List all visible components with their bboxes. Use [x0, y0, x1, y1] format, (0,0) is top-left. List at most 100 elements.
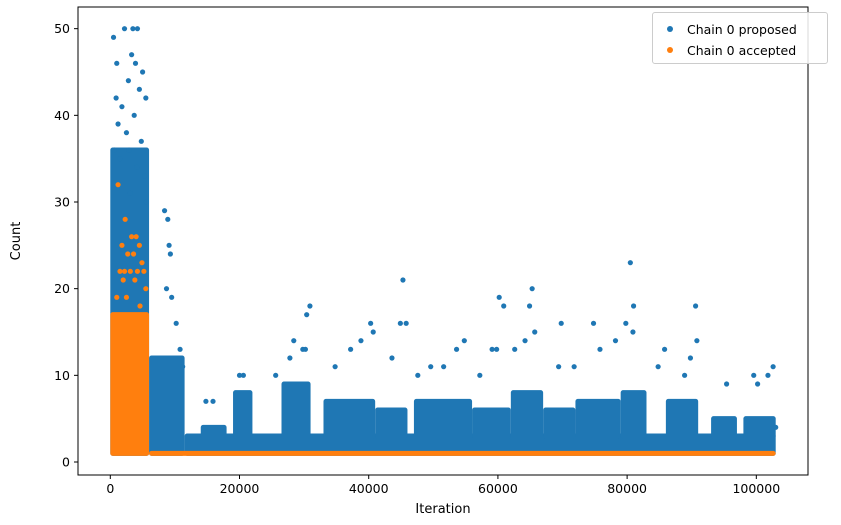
point-proposed-42 [307, 303, 313, 309]
point-proposed-19 [134, 164, 140, 170]
point-proposed-28 [163, 286, 170, 292]
point-proposed-80 [682, 372, 688, 378]
point-proposed-17 [117, 156, 123, 162]
point-accepted-4 [136, 242, 142, 248]
point-accepted-6 [125, 251, 131, 257]
point-proposed-53 [415, 372, 421, 378]
point-proposed-6 [119, 104, 125, 110]
point-proposed-18 [126, 147, 132, 153]
legend-entry-accepted: Chain 0 accepted [663, 40, 796, 60]
dense-band-accepted-burnin [110, 312, 150, 456]
legend-label-accepted: Chain 0 accepted [687, 42, 797, 58]
point-accepted-1 [122, 216, 128, 222]
point-proposed-39 [291, 338, 297, 344]
point-proposed-25 [165, 216, 171, 222]
point-accepted-0 [115, 182, 121, 188]
point-proposed-46 [358, 338, 364, 344]
point-accepted-3 [133, 234, 139, 240]
dense-band-layer [110, 147, 776, 456]
x-tick-label-40000: 40000 [349, 481, 389, 496]
point-proposed-8 [129, 52, 135, 58]
y-axis-ticks: 0 10 20 30 40 50 [54, 21, 78, 470]
point-accepted-11 [127, 268, 133, 274]
dense-band-proposed-early [149, 355, 185, 456]
point-proposed-43 [302, 346, 308, 352]
point-proposed-27 [167, 251, 173, 257]
dense-band-proposed-bump-3 [375, 407, 408, 439]
point-proposed-85 [751, 372, 757, 378]
point-proposed-12 [143, 95, 149, 101]
point-proposed-0 [110, 34, 117, 40]
point-proposed-1 [114, 60, 120, 66]
point-proposed-88 [770, 364, 776, 370]
dense-band-proposed-bump-7 [543, 407, 576, 439]
y-tick-label-50: 50 [54, 21, 70, 36]
point-proposed-26 [166, 242, 172, 248]
plot-background [78, 7, 808, 475]
dense-band-proposed-bump-9 [620, 390, 647, 439]
point-proposed-83 [694, 338, 700, 344]
point-proposed-4 [134, 26, 141, 32]
point-proposed-61 [501, 303, 507, 309]
point-proposed-79 [661, 346, 668, 352]
x-axis-label: Iteration [415, 502, 470, 517]
y-tick-label-0: 0 [62, 455, 70, 470]
y-tick-label-10: 10 [54, 368, 70, 383]
x-axis-ticks: 0 20000 40000 60000 80000 100000 [106, 475, 780, 496]
point-proposed-73 [612, 338, 619, 344]
point-proposed-86 [755, 381, 761, 387]
point-proposed-52 [389, 355, 395, 361]
point-proposed-37 [273, 372, 279, 378]
point-proposed-71 [590, 320, 597, 326]
point-proposed-66 [529, 286, 535, 292]
point-accepted-14 [120, 277, 126, 283]
point-proposed-60 [496, 294, 502, 300]
legend-marker-proposed [667, 26, 673, 32]
dense-band-proposed-bump-0 [233, 390, 253, 439]
point-proposed-87 [765, 372, 771, 378]
point-proposed-16 [138, 138, 144, 144]
point-proposed-7 [125, 78, 131, 84]
point-proposed-5 [113, 95, 119, 101]
point-proposed-10 [136, 86, 142, 92]
dense-band-proposed-bump-1 [281, 381, 311, 439]
legend-label-proposed: Chain 0 proposed [687, 21, 797, 37]
point-proposed-51 [403, 320, 409, 326]
point-proposed-57 [461, 338, 467, 344]
point-proposed-45 [348, 346, 354, 352]
point-proposed-14 [123, 130, 130, 136]
point-accepted-10 [121, 268, 128, 274]
point-proposed-38 [287, 355, 293, 361]
point-proposed-15 [131, 112, 137, 118]
point-proposed-54 [428, 364, 434, 370]
point-proposed-69 [556, 364, 562, 370]
dense-band-proposed-bump-4 [413, 398, 473, 439]
point-proposed-63 [512, 346, 518, 352]
dense-band-proposed-bump-13 [200, 424, 227, 439]
point-proposed-34 [210, 398, 216, 404]
point-proposed-2 [121, 26, 128, 32]
point-proposed-11 [140, 69, 146, 75]
point-proposed-47 [368, 320, 374, 326]
point-proposed-78 [655, 364, 661, 370]
x-tick-label-0: 0 [106, 481, 114, 496]
point-proposed-62 [494, 346, 500, 352]
y-tick-label-40: 40 [54, 108, 70, 123]
point-proposed-72 [597, 346, 603, 352]
point-accepted-18 [123, 294, 130, 300]
point-proposed-33 [203, 398, 209, 404]
point-accepted-7 [130, 251, 137, 257]
dense-band-proposed-bump-10 [665, 398, 699, 439]
data-points-layer [110, 26, 779, 430]
x-tick-label-100000: 100000 [732, 481, 780, 496]
point-proposed-3 [130, 26, 136, 32]
point-accepted-19 [137, 303, 143, 309]
point-proposed-76 [630, 303, 637, 309]
y-axis-label: Count [9, 222, 24, 261]
point-proposed-70 [571, 364, 577, 370]
dense-band-proposed-base [184, 433, 776, 456]
point-proposed-59 [489, 346, 495, 352]
point-proposed-21 [111, 147, 117, 153]
plot-frame [77, 6, 809, 476]
